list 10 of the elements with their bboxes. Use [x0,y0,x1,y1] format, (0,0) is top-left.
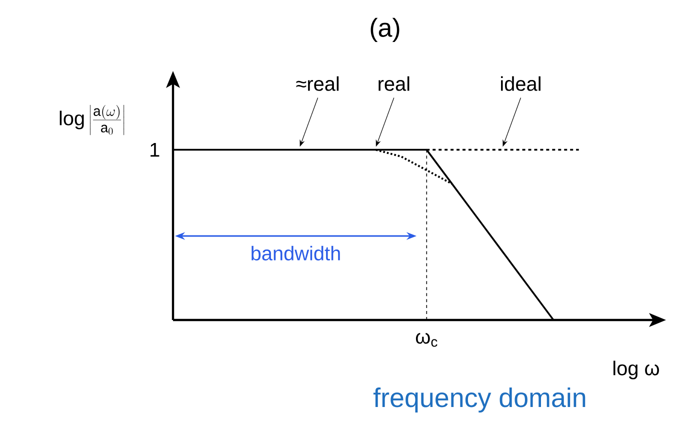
text: 1 [150,142,160,157]
text: ω$_{c}$ [416,332,438,347]
text: frequency domain [373,387,586,413]
annotation: bandwidth [252,246,340,260]
text: ideal [501,76,540,91]
text: ≈real [296,76,339,91]
text: real [378,76,410,91]
x-axis-title: log ω [614,360,659,380]
y-axis-title: $\log\left|\frac{\mathrm{a}(\omega)}{\mathrm{a}_0}\right|$ [60,104,124,136]
chart-title: (a) [370,18,400,42]
